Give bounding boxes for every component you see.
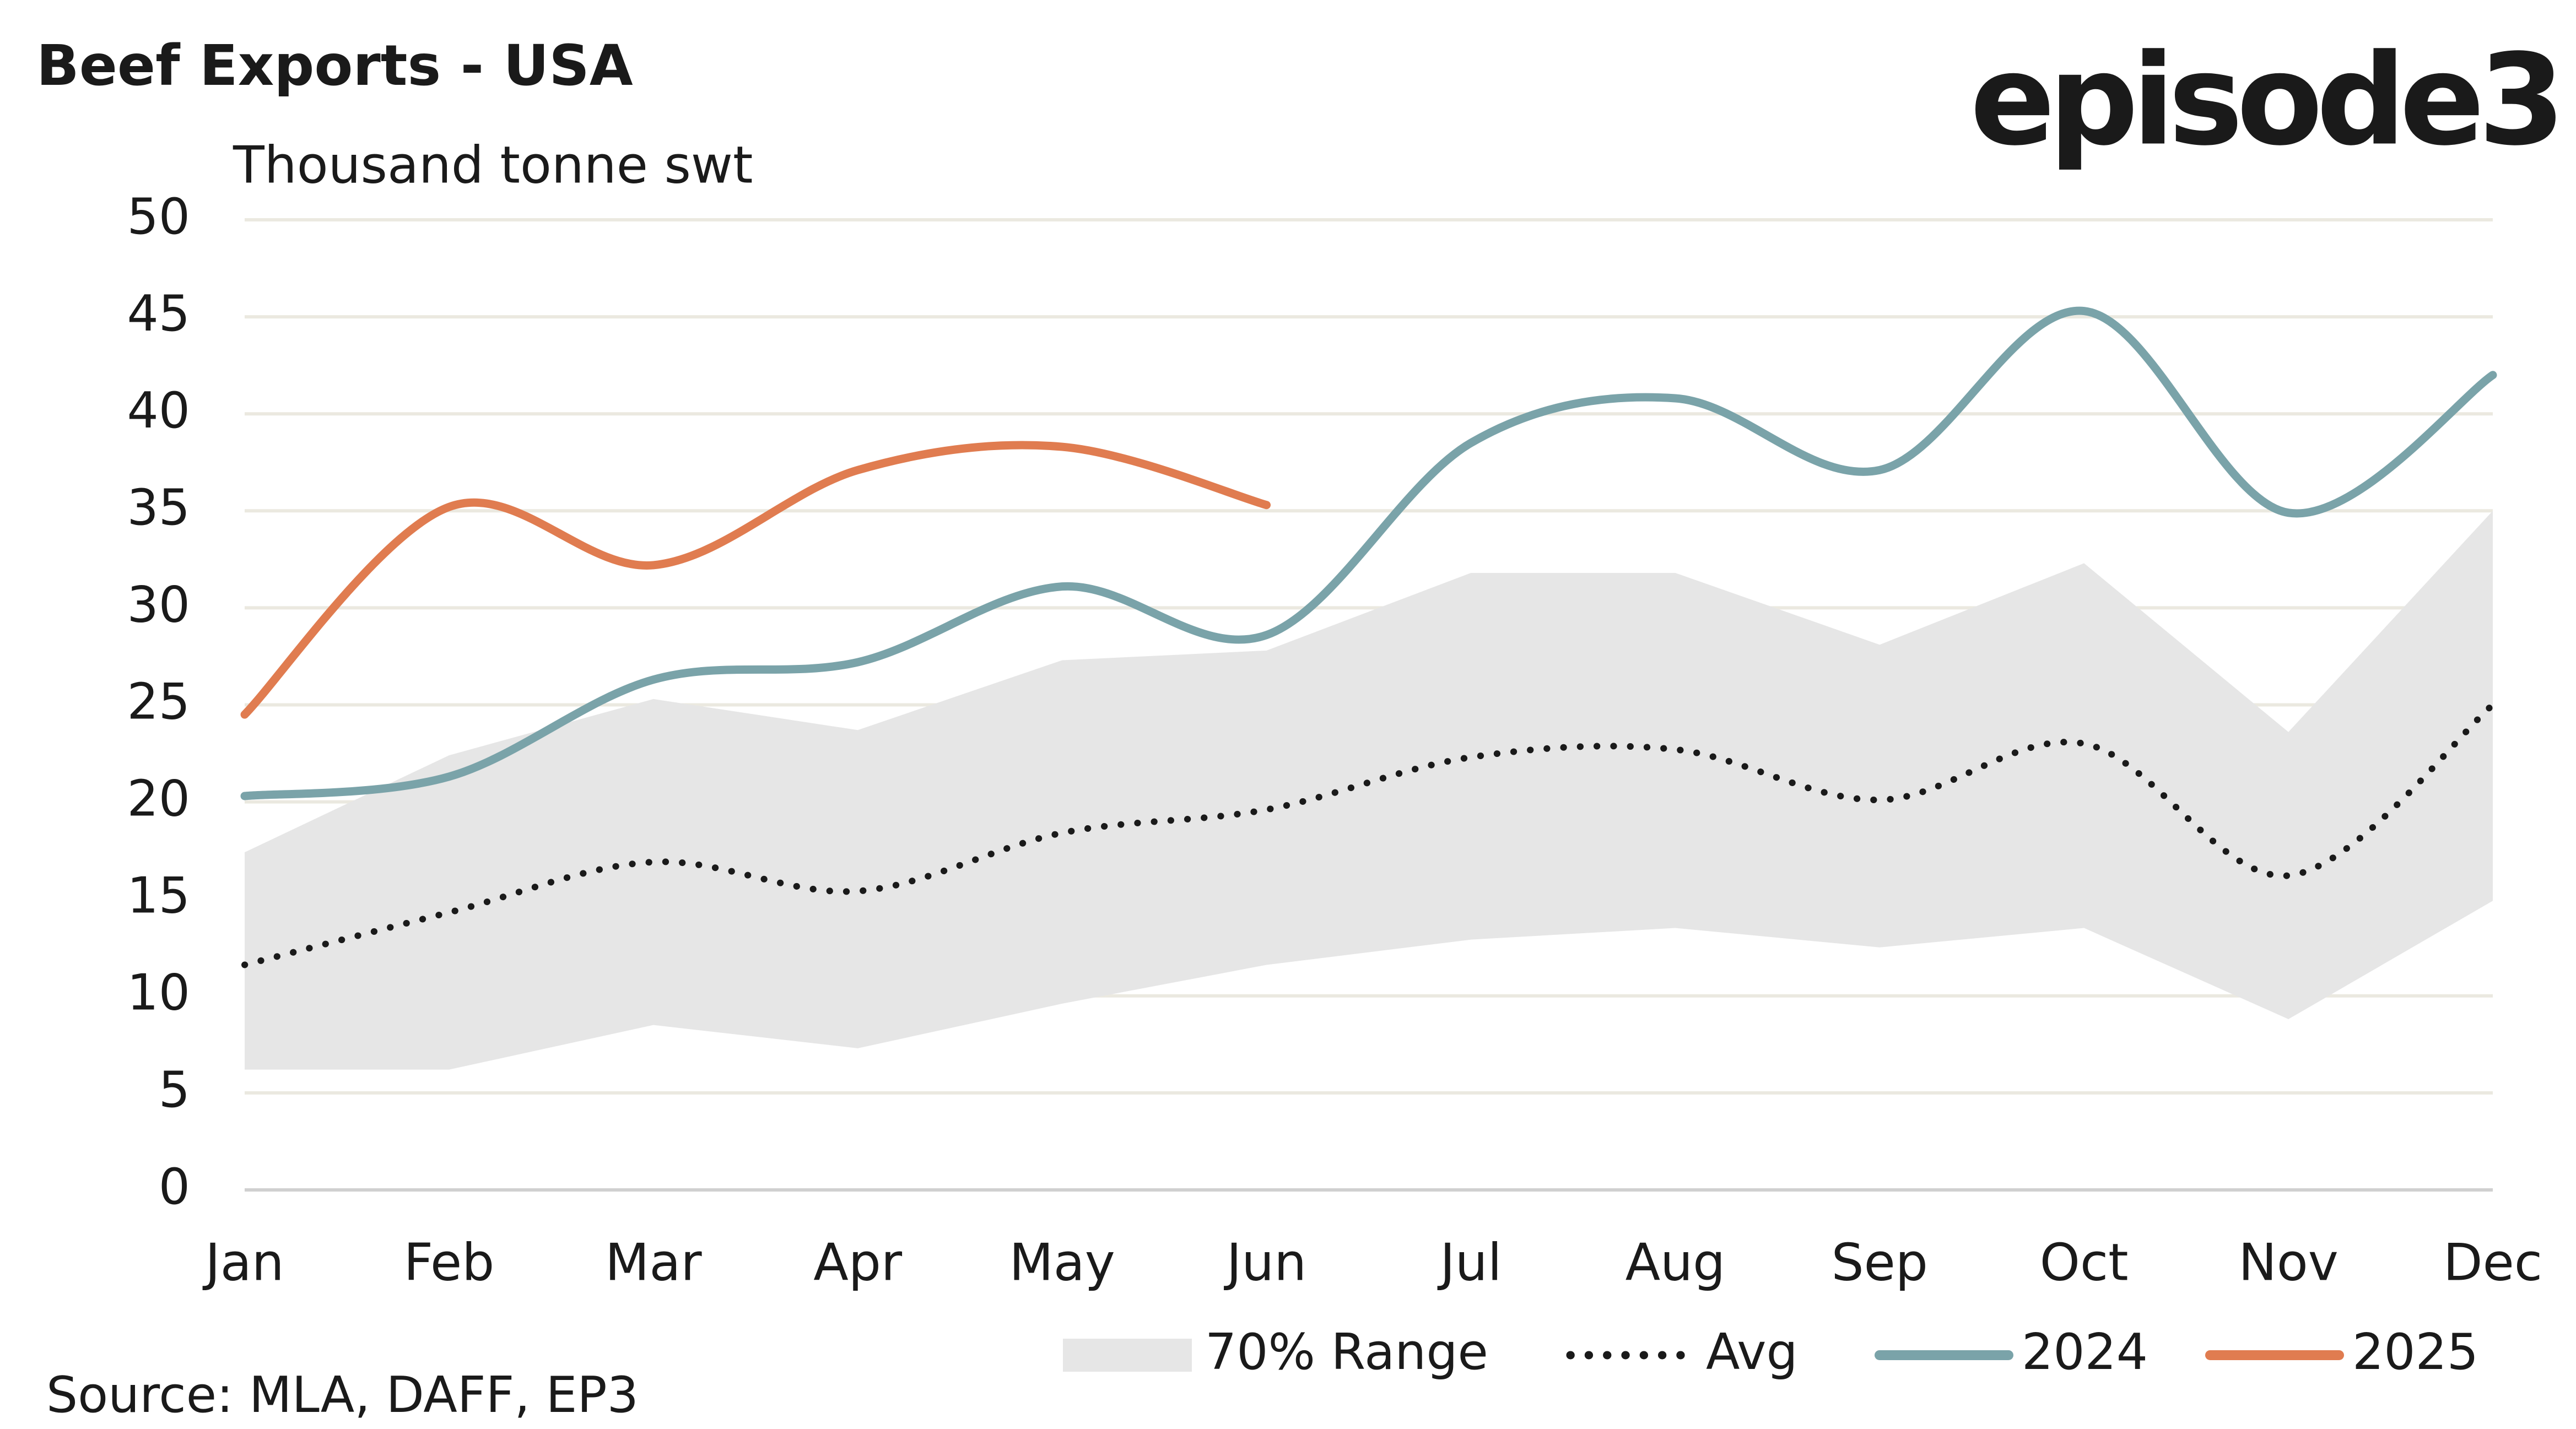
legend-label: 2025 xyxy=(2352,1323,2478,1381)
legend-swatch xyxy=(1063,1338,1192,1372)
y-tick-label: 35 xyxy=(127,479,190,537)
brand-logo: episode3 xyxy=(1970,26,2559,173)
legend-label: 70% Range xyxy=(1205,1323,1488,1381)
y-tick-label: 20 xyxy=(127,770,190,828)
legend-label: Avg xyxy=(1706,1323,1798,1381)
series-line xyxy=(240,306,2497,800)
axis-subtitle: Thousand tonne swt xyxy=(233,135,753,194)
y-tick-label: 5 xyxy=(159,1061,190,1119)
series-line xyxy=(240,441,1271,719)
legend-label: 2024 xyxy=(2022,1323,2148,1381)
x-tick-label: May xyxy=(1009,1232,1115,1292)
x-tick-label: Sep xyxy=(1832,1232,1928,1292)
y-tick-label: 0 xyxy=(159,1158,190,1216)
range-band xyxy=(245,511,2493,1070)
source-note: Source: MLA, DAFF, EP3 xyxy=(46,1366,639,1424)
chart-title: Beef Exports - USA xyxy=(36,33,633,99)
x-tick-label: Jul xyxy=(1437,1232,1502,1292)
x-tick-label: Jun xyxy=(1224,1232,1306,1292)
x-tick-label: Dec xyxy=(2443,1232,2542,1292)
y-tick-label: 30 xyxy=(127,576,190,634)
x-tick-label: Mar xyxy=(605,1232,702,1292)
x-tick-label: Aug xyxy=(1625,1232,1726,1292)
y-tick-label: 50 xyxy=(127,188,190,246)
y-tick-label: 40 xyxy=(127,382,190,440)
x-tick-label: Apr xyxy=(813,1232,903,1292)
y-tick-label: 25 xyxy=(127,673,190,730)
x-tick-label: Feb xyxy=(404,1232,495,1292)
y-tick-label: 10 xyxy=(127,964,190,1022)
y-tick-label: 15 xyxy=(127,867,190,925)
x-tick-label: Jan xyxy=(202,1232,284,1292)
x-tick-label: Oct xyxy=(2040,1232,2129,1292)
y-tick-label: 45 xyxy=(127,285,190,343)
x-tick-label: Nov xyxy=(2238,1232,2338,1292)
avg-line xyxy=(241,701,2496,968)
